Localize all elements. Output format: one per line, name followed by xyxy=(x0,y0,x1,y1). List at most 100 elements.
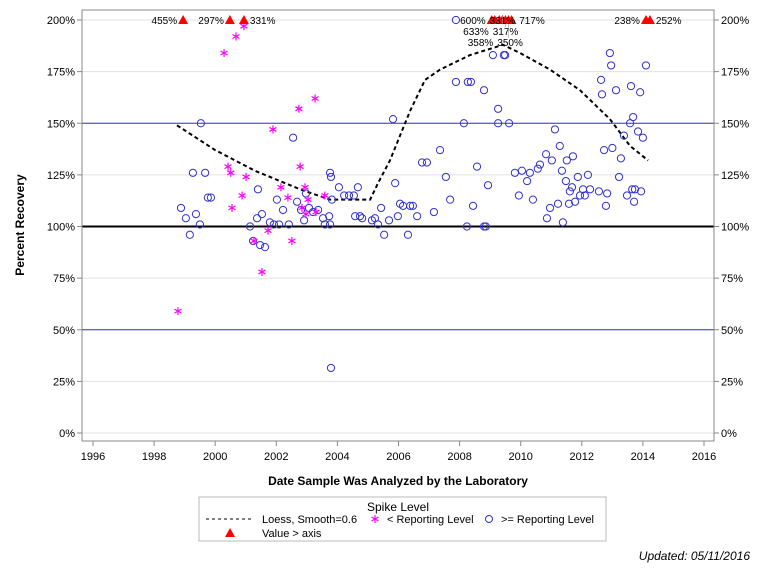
point-above-reporting xyxy=(253,185,263,194)
legend-below-swatch xyxy=(371,515,379,523)
point-above-reporting xyxy=(564,199,574,208)
y-tick-label: 125% xyxy=(47,170,75,182)
point-above-reporting xyxy=(300,216,309,225)
legend-box xyxy=(198,496,607,542)
point-above-reporting xyxy=(388,115,398,124)
point-below-reporting xyxy=(295,104,303,113)
point-above-reporting xyxy=(408,201,417,210)
point-above-reporting xyxy=(373,220,383,229)
point-above-reporting xyxy=(607,61,616,70)
x-tick-label: 1996 xyxy=(81,451,105,463)
point-above-reporting xyxy=(573,172,582,182)
point-above-reporting xyxy=(435,145,445,155)
y-tick-label: 50% xyxy=(53,325,75,337)
point-above-reporting xyxy=(608,143,617,153)
point-above-reporting xyxy=(636,88,645,97)
y-tick-label-right: 25% xyxy=(721,376,743,388)
point-above-reporting xyxy=(340,191,349,200)
point-above-reporting xyxy=(318,214,328,223)
point-above-reporting xyxy=(256,240,265,250)
point-above-reporting xyxy=(413,212,422,221)
point-above-reporting xyxy=(488,51,497,60)
point-above-reporting xyxy=(542,214,552,223)
y-tick-label-right: 0% xyxy=(721,428,737,440)
point-above-reporting xyxy=(605,48,615,58)
point-above-reporting xyxy=(380,230,389,239)
point-above-reporting xyxy=(451,15,461,25)
point-above-reporting xyxy=(344,191,354,200)
x-tick-label: 2010 xyxy=(508,451,532,463)
point-above-reporting xyxy=(292,197,302,206)
point-below-reporting xyxy=(224,162,232,171)
point-below-reporting xyxy=(250,236,258,245)
loess-curve xyxy=(176,43,649,201)
point-above-reporting xyxy=(550,125,560,134)
point-above-reporting xyxy=(479,86,489,95)
over-axis-label: 358% xyxy=(468,38,494,49)
point-above-reporting xyxy=(353,183,362,192)
point-above-reporting xyxy=(269,220,278,229)
x-tick-label: 2004 xyxy=(325,451,349,463)
point-above-reporting xyxy=(636,187,646,196)
x-tick-label: 2006 xyxy=(386,451,410,463)
point-over-axis xyxy=(644,15,655,24)
point-above-reporting xyxy=(446,195,455,204)
point-above-reporting xyxy=(641,61,651,70)
legend-over-axis-swatch xyxy=(225,528,235,537)
over-axis-label: 717% xyxy=(519,16,545,27)
point-above-reporting xyxy=(376,203,386,213)
point-above-reporting xyxy=(349,191,358,200)
point-above-reporting xyxy=(325,220,335,229)
legend-above-label: >= Reporting Level xyxy=(501,514,594,526)
point-below-reporting xyxy=(321,191,329,200)
point-above-reporting xyxy=(626,81,636,91)
over-axis-label: 252% xyxy=(656,16,682,27)
point-above-reporting xyxy=(355,212,365,221)
point-above-reporting xyxy=(188,168,197,177)
updated-text: Updated: 05/11/2016 xyxy=(638,549,750,563)
point-below-reporting xyxy=(311,94,319,103)
point-below-reporting xyxy=(242,172,250,181)
y-tick-label-right: 150% xyxy=(721,118,749,130)
over-axis-label: 331% xyxy=(250,16,276,27)
point-above-reporting xyxy=(553,199,563,208)
x-tick-label: 2014 xyxy=(631,451,655,463)
y-axis-title: Percent Recovery xyxy=(13,174,27,276)
point-above-reporting xyxy=(417,158,427,167)
point-above-reporting xyxy=(195,220,205,229)
x-tick-label: 2012 xyxy=(570,451,594,463)
point-above-reporting xyxy=(541,150,551,159)
y-tick-label: 100% xyxy=(47,222,75,234)
point-above-reporting xyxy=(451,77,461,87)
point-above-reporting xyxy=(466,77,476,87)
y-tick-label-right: 175% xyxy=(721,67,749,79)
y-tick-label: 0% xyxy=(59,428,75,440)
point-above-reporting xyxy=(611,86,621,95)
y-tick-label: 200% xyxy=(47,15,75,27)
point-above-reporting xyxy=(601,201,611,210)
y-tick-label-right: 200% xyxy=(721,15,749,27)
x-tick-label: 2008 xyxy=(447,451,471,463)
point-above-reporting xyxy=(327,195,337,204)
point-below-reporting xyxy=(304,195,312,204)
y-tick-label: 150% xyxy=(47,118,75,130)
y-tick-label: 75% xyxy=(53,273,75,285)
point-above-reporting xyxy=(597,90,607,99)
y-tick-label: 25% xyxy=(53,376,75,388)
point-above-reporting xyxy=(580,191,589,200)
point-above-reporting xyxy=(406,201,415,210)
point-over-axis xyxy=(506,15,517,24)
point-below-reporting xyxy=(298,203,306,212)
point-below-reporting xyxy=(288,236,296,245)
point-above-reporting xyxy=(472,162,482,171)
y-tick-label-right: 50% xyxy=(721,325,743,337)
x-tick-label: 2000 xyxy=(203,451,227,463)
point-above-reporting xyxy=(278,205,288,215)
point-above-reporting xyxy=(558,218,567,227)
point-above-reporting xyxy=(525,168,534,177)
x-tick-label: 2016 xyxy=(692,451,716,463)
point-above-reporting xyxy=(562,156,571,165)
point-above-reporting xyxy=(596,75,606,84)
point-above-reporting xyxy=(320,220,329,229)
point-above-reporting xyxy=(422,158,432,167)
